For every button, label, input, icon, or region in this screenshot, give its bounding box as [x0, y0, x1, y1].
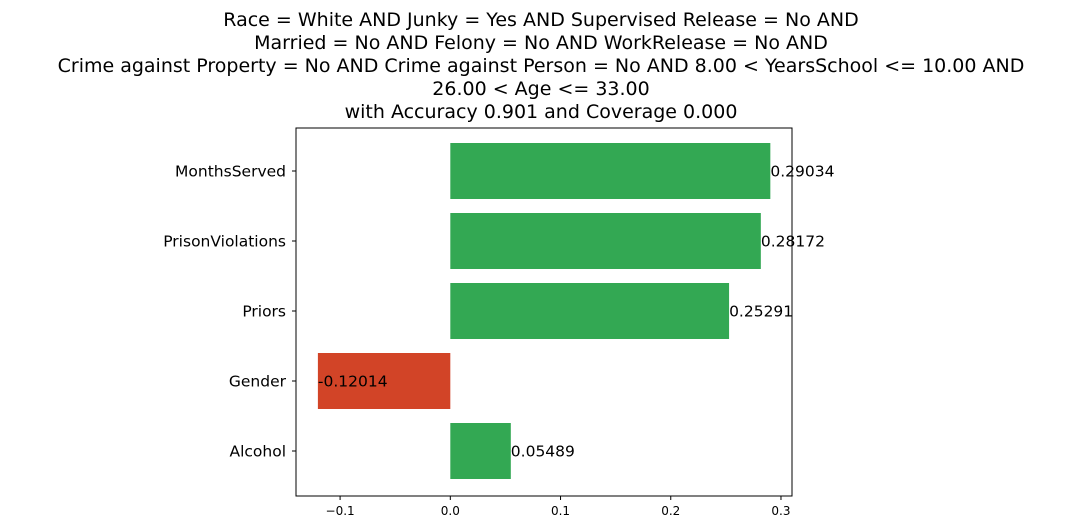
- x-axis: −0.1 0.0 0.1 0.2 0.3: [326, 496, 791, 518]
- y-tick-label-gender: Gender: [229, 373, 287, 391]
- x-tick-label-0: −0.1: [326, 504, 355, 518]
- y-tick-label-prisonviolations: PrisonViolations: [163, 233, 286, 251]
- y-tick-label-alcohol: Alcohol: [229, 443, 286, 461]
- value-label-prisonviolations: 0.28172: [761, 233, 825, 251]
- x-tick-label-4: 0.3: [771, 504, 790, 518]
- bar-alcohol: [450, 423, 511, 479]
- bar-priors: [450, 283, 730, 339]
- value-label-priors: 0.25291: [729, 303, 793, 321]
- title-line-2: Married = No AND Felony = No AND WorkRel…: [254, 32, 828, 54]
- y-tick-label-monthsserved: MonthsServed: [175, 163, 286, 181]
- bar-monthsserved: [450, 143, 771, 199]
- title-line-3: Crime against Property = No AND Crime ag…: [58, 55, 1025, 77]
- value-label-gender: -0.12014: [318, 373, 388, 391]
- y-tick-labels: MonthsServed PrisonViolations Priors Gender…: [163, 163, 296, 461]
- value-label-monthsserved: 0.29034: [770, 163, 834, 181]
- x-tick-label-2: 0.1: [551, 504, 570, 518]
- x-tick-label-1: 0.0: [441, 504, 460, 518]
- x-tick-label-3: 0.2: [661, 504, 680, 518]
- bars-group: 0.29034 0.28172 0.25291 -0.12014 0.05489: [317, 143, 834, 479]
- plot-frame: [295, 127, 793, 497]
- title-line-5: with Accuracy 0.901 and Coverage 0.000: [345, 101, 738, 123]
- y-tick-label-priors: Priors: [242, 303, 286, 321]
- bar-gender: [317, 353, 451, 409]
- title-line-4: 26.00 < Age <= 33.00: [432, 78, 649, 100]
- title-line-1: Race = White AND Junky = Yes AND Supervi…: [223, 9, 858, 31]
- value-label-alcohol: 0.05489: [511, 443, 575, 461]
- bar-prisonviolations: [450, 213, 761, 269]
- chart-title: Race = White AND Junky = Yes AND Supervi…: [58, 9, 1025, 123]
